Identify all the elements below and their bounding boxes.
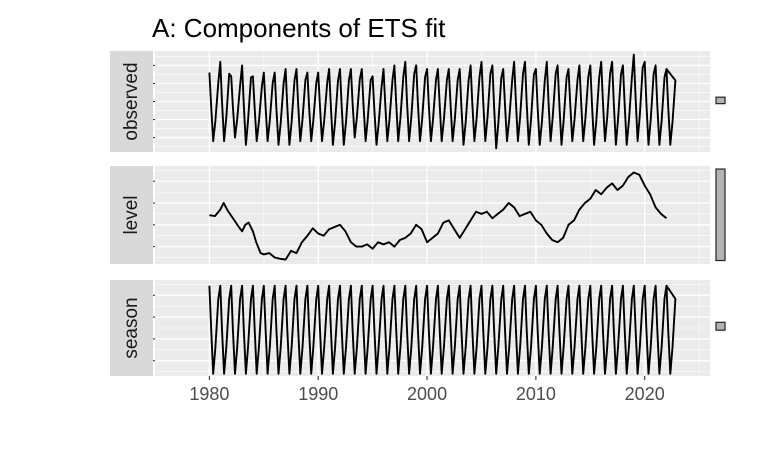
panel-observed: 1015202530observed (110, 51, 726, 152)
x-tick-label: 2020 (625, 384, 665, 404)
strip-background (110, 166, 153, 264)
strip-label-level: level (121, 195, 142, 234)
strip-label-observed: observed (121, 62, 142, 140)
scale-bar (715, 321, 726, 331)
season-series-line (208, 284, 677, 375)
x-tick-label: 1980 (189, 384, 229, 404)
panels-layer: 1015202530observed 21.021.522.022.5level -… (110, 51, 726, 376)
panel-level: 21.021.522.022.5level (110, 166, 726, 264)
strip-label-season: season (121, 297, 142, 358)
panel-background (155, 166, 710, 264)
panel-season: -10-505season (110, 280, 726, 376)
observed-series-line (208, 53, 677, 150)
x-tick-label: 1990 (298, 384, 338, 404)
strip-background (110, 51, 153, 152)
x-axis: 1980 1990 2000 2010 2020 (189, 376, 665, 404)
chart-title: A: Components of ETS fit (152, 13, 446, 43)
x-tick-label: 2000 (407, 384, 447, 404)
strip-background (110, 280, 153, 376)
scale-bar (715, 96, 726, 105)
scale-bar (715, 168, 726, 262)
level-series-line (209, 171, 668, 261)
x-tick-label: 2010 (516, 384, 556, 404)
